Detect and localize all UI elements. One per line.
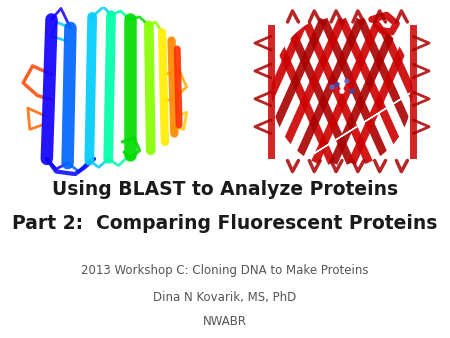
Text: Part 2:  Comparing Fluorescent Proteins: Part 2: Comparing Fluorescent Proteins bbox=[12, 214, 438, 233]
Point bbox=[328, 84, 336, 90]
Point bbox=[333, 82, 341, 87]
Text: NWABR: NWABR bbox=[203, 315, 247, 328]
Point bbox=[348, 89, 356, 94]
Point bbox=[338, 89, 346, 94]
Polygon shape bbox=[144, 0, 450, 260]
Point bbox=[343, 78, 351, 84]
Text: Dina N Kovarik, MS, PhD: Dina N Kovarik, MS, PhD bbox=[153, 291, 297, 304]
Text: 2013 Workshop C: Cloning DNA to Make Proteins: 2013 Workshop C: Cloning DNA to Make Pro… bbox=[81, 264, 369, 277]
Text: Using BLAST to Analyze Proteins: Using BLAST to Analyze Proteins bbox=[52, 180, 398, 199]
